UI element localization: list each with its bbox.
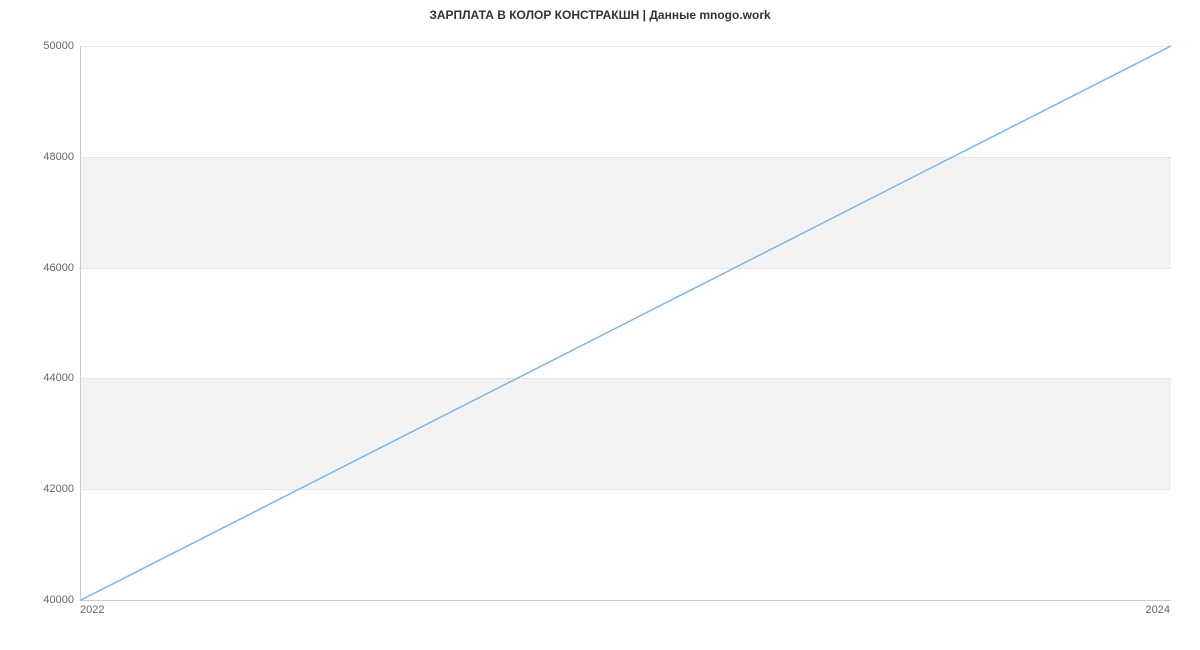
x-tick-label: 2024 — [1146, 604, 1170, 616]
y-tick-label: 40000 — [43, 594, 74, 606]
chart-title: ЗАРПЛАТА В КОЛОР КОНСТРАКШН | Данные mno… — [0, 8, 1200, 22]
y-tick-label: 48000 — [43, 151, 74, 163]
x-tick-label: 2022 — [80, 604, 104, 616]
y-tick-label: 44000 — [43, 372, 74, 384]
y-tick-label: 50000 — [43, 40, 74, 52]
plot-area — [80, 46, 1171, 601]
line-series — [81, 46, 1171, 600]
salary-line-chart: ЗАРПЛАТА В КОЛОР КОНСТРАКШН | Данные mno… — [0, 0, 1200, 650]
y-tick-label: 46000 — [43, 262, 74, 274]
y-tick-label: 42000 — [43, 483, 74, 495]
